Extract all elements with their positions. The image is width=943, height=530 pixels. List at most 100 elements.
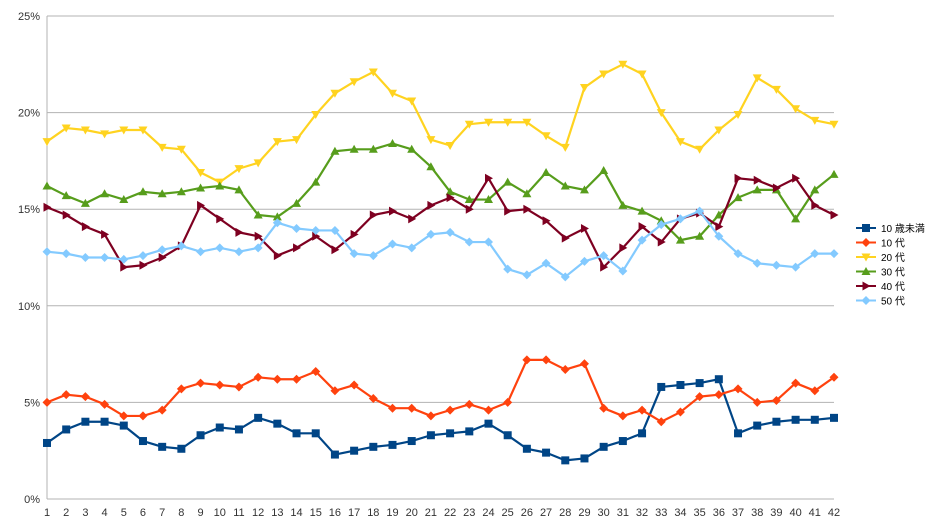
x-tick-label: 19 — [386, 507, 398, 519]
x-tick-label: 32 — [636, 507, 648, 519]
legend-item: 50 代 — [856, 296, 905, 308]
data-point — [522, 118, 532, 127]
data-point — [445, 227, 455, 237]
data-point — [138, 437, 147, 446]
data-point — [733, 111, 743, 120]
data-point — [599, 70, 609, 79]
data-point — [752, 258, 762, 268]
data-point — [311, 429, 320, 438]
data-point — [234, 425, 243, 434]
data-point — [293, 243, 302, 253]
data-point — [714, 375, 723, 384]
data-point — [253, 159, 263, 168]
data-point — [445, 141, 455, 150]
x-tick-label: 27 — [540, 507, 552, 519]
data-point — [542, 448, 551, 457]
x-tick-label: 12 — [252, 507, 264, 519]
data-point — [407, 403, 417, 413]
data-point — [829, 249, 839, 259]
data-point — [408, 214, 417, 224]
data-point — [810, 415, 819, 424]
data-point — [637, 235, 647, 245]
y-axis-tick-labels: 0% 5% 10% 15% 20% 25% — [18, 11, 40, 506]
data-point — [714, 231, 724, 241]
data-point — [61, 249, 71, 259]
data-point — [523, 204, 532, 214]
data-point — [330, 146, 340, 155]
data-point — [734, 429, 743, 438]
data-point — [273, 419, 282, 428]
data-point — [599, 403, 609, 413]
data-point — [292, 429, 301, 438]
x-tick-label: 28 — [559, 507, 571, 519]
data-point — [119, 411, 129, 421]
data-point — [733, 193, 743, 202]
data-point — [753, 175, 762, 185]
x-tick-label: 22 — [444, 507, 456, 519]
data-point — [215, 243, 225, 253]
x-tick-label: 5 — [121, 507, 127, 519]
axes — [46, 16, 834, 500]
x-tick-label: 8 — [178, 507, 184, 519]
data-point — [138, 187, 148, 196]
data-point — [522, 355, 532, 365]
data-point — [675, 407, 685, 417]
data-point — [330, 225, 340, 235]
data-point — [483, 118, 493, 127]
data-point — [483, 237, 493, 247]
data-point — [637, 70, 647, 79]
data-point — [215, 423, 224, 432]
data-point — [350, 446, 359, 455]
x-tick-label: 11 — [233, 507, 244, 519]
data-point — [771, 85, 781, 94]
data-point — [580, 224, 589, 234]
data-point — [599, 251, 609, 261]
data-point — [196, 168, 206, 177]
data-point — [714, 210, 724, 219]
data-point — [42, 397, 52, 407]
data-point — [312, 231, 321, 241]
data-point — [43, 438, 51, 447]
data-point — [522, 189, 532, 198]
data-point — [657, 237, 666, 247]
data-point — [618, 60, 628, 69]
data-point — [80, 253, 90, 262]
x-tick-label: 30 — [598, 507, 610, 519]
legend-label: 30 代 — [881, 267, 905, 279]
data-point — [656, 220, 666, 230]
data-point — [253, 372, 263, 382]
data-point — [561, 456, 570, 465]
data-point — [503, 397, 513, 407]
legend-item: 10 代 — [856, 238, 905, 250]
data-point — [522, 444, 531, 453]
legend-label: 40 代 — [881, 281, 905, 293]
data-point — [445, 187, 455, 196]
legend-item: 30 代 — [856, 267, 905, 279]
data-point — [464, 237, 474, 247]
data-point — [388, 139, 398, 148]
data-point — [656, 417, 666, 427]
data-point — [292, 198, 302, 207]
data-point — [618, 437, 627, 446]
data-point — [579, 185, 589, 194]
data-point — [331, 245, 340, 255]
x-tick-label: 39 — [770, 507, 782, 519]
legend-marker — [861, 267, 871, 275]
x-tick-label: 26 — [521, 507, 533, 519]
data-point — [733, 384, 743, 394]
data-point — [829, 372, 839, 382]
data-point — [407, 243, 417, 253]
data-point — [157, 245, 167, 255]
data-point — [541, 132, 551, 141]
data-point — [330, 450, 339, 459]
series-line — [46, 142, 835, 242]
data-point — [771, 260, 781, 270]
data-point — [81, 417, 90, 426]
data-point — [138, 126, 148, 135]
data-point — [695, 379, 704, 388]
data-point — [157, 189, 167, 198]
data-point — [62, 425, 71, 434]
data-point — [330, 386, 340, 396]
data-point — [80, 126, 90, 135]
x-tick-label: 36 — [713, 507, 725, 519]
